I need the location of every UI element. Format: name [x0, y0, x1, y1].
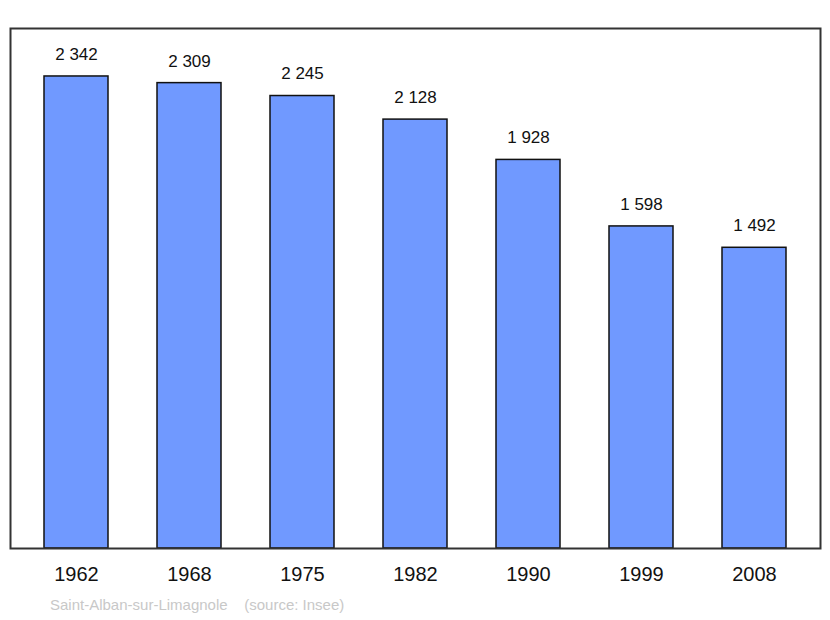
svg-text:1962: 1962 — [54, 563, 99, 585]
svg-text:2 309: 2 309 — [168, 52, 211, 71]
html-text:Saint-Alban-sur-Limagnole (sou: Saint-Alban-sur-Limagnole (source: Insee… — [50, 596, 345, 613]
svg-text:1 492: 1 492 — [733, 216, 776, 235]
svg-text:1 928: 1 928 — [507, 128, 550, 147]
svg-text:1975: 1975 — [280, 563, 325, 585]
svg-text:1990: 1990 — [506, 563, 551, 585]
svg-text:1 598: 1 598 — [620, 195, 663, 214]
svg-text:2 128: 2 128 — [394, 88, 437, 107]
svg-text:1982: 1982 — [393, 563, 438, 585]
svg-text:2 245: 2 245 — [281, 64, 324, 83]
svg-text:1968: 1968 — [167, 563, 212, 585]
svg-text:1999: 1999 — [619, 563, 664, 585]
svg-text:2008: 2008 — [732, 563, 777, 585]
svg-text:2 342: 2 342 — [55, 45, 98, 64]
